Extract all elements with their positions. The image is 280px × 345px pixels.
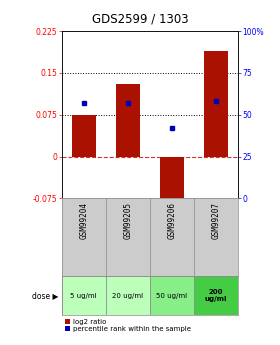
Bar	[62, 276, 106, 315]
Text: GSM99206: GSM99206	[167, 203, 176, 239]
Bar	[106, 276, 150, 315]
Text: 200
ug/ml: 200 ug/ml	[205, 289, 227, 302]
Text: GDS2599 / 1303: GDS2599 / 1303	[92, 12, 188, 25]
Bar	[160, 157, 184, 204]
Bar	[150, 276, 194, 315]
Text: GSM99204: GSM99204	[79, 203, 88, 239]
Text: GSM99207: GSM99207	[211, 203, 220, 239]
Bar	[71, 115, 96, 157]
Bar	[204, 51, 228, 157]
Text: 5 ug/ml: 5 ug/ml	[70, 293, 97, 299]
Bar	[194, 276, 238, 315]
Text: 50 ug/ml: 50 ug/ml	[156, 293, 187, 299]
Bar	[116, 84, 140, 157]
Legend: log2 ratio, percentile rank within the sample: log2 ratio, percentile rank within the s…	[65, 318, 191, 332]
Text: GSM99205: GSM99205	[123, 203, 132, 239]
Text: dose ▶: dose ▶	[32, 291, 59, 300]
Text: 20 ug/ml: 20 ug/ml	[112, 293, 143, 299]
